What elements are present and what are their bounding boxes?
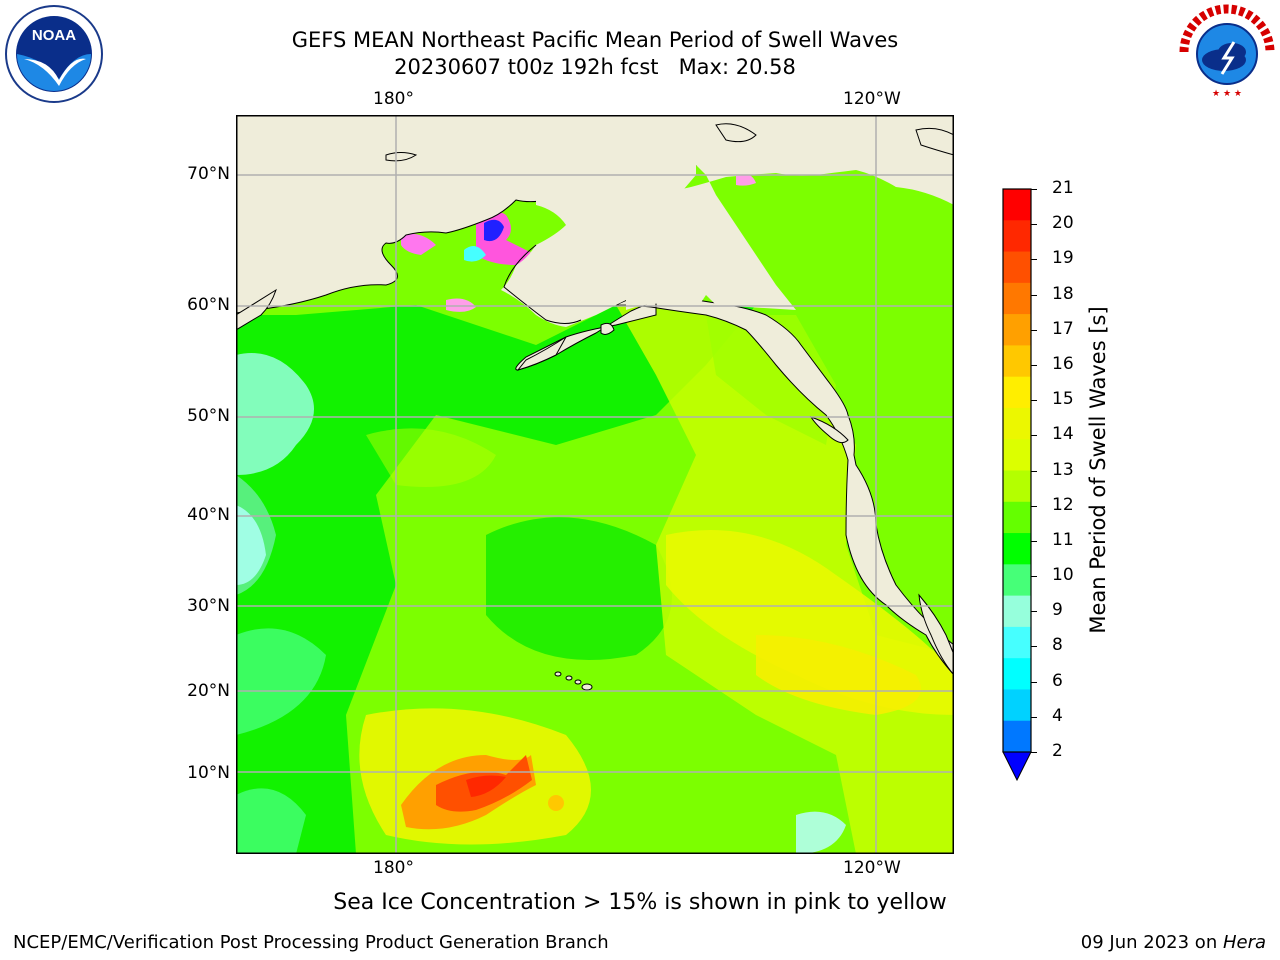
colorbar-tick-mark	[1031, 646, 1037, 648]
colorbar-label: Mean Period of Swell Waves [s]	[1086, 306, 1110, 634]
colorbar-tick-mark	[1031, 329, 1037, 331]
colorbar-bin	[1003, 282, 1031, 315]
colorbar-tick-mark	[1031, 752, 1037, 753]
colorbar-tick-mark	[1031, 716, 1037, 718]
colorbar-tick-label: 21	[1052, 178, 1074, 198]
colorbar-tick-mark	[1031, 505, 1037, 507]
colorbar-tick-label: 2	[1052, 741, 1063, 761]
colorbar-bin	[1003, 189, 1031, 221]
colorbar-tick-label: 13	[1052, 459, 1074, 480]
colorbar-tick-label: 18	[1052, 283, 1074, 304]
colorbar-tick-mark	[1031, 435, 1037, 437]
colorbar-bin	[1003, 720, 1031, 753]
colorbar-tick-mark	[1031, 681, 1037, 683]
colorbar-tick-label: 10	[1052, 565, 1074, 586]
colorbar-tick-label: 8	[1052, 635, 1063, 656]
colorbar-bin	[1003, 376, 1031, 409]
footer-date: 09 Jun 2023 on	[1080, 932, 1223, 953]
sea-ice-caption: Sea Ice Concentration > 15% is shown in …	[333, 890, 947, 915]
colorbar-bin	[1003, 564, 1031, 597]
colorbar-tick-mark	[1031, 189, 1037, 190]
colorbar-bin	[1003, 533, 1031, 565]
colorbar-bin	[1003, 439, 1031, 471]
colorbar-tick-mark	[1031, 294, 1037, 296]
colorbar-bin	[1003, 314, 1031, 346]
colorbar-tick-label: 11	[1052, 529, 1074, 550]
footer-host: Hera	[1222, 932, 1266, 953]
colorbar-tick-label: 20	[1052, 213, 1074, 234]
footer-left: NCEP/EMC/Verification Post Processing Pr…	[13, 932, 609, 953]
map-plot	[236, 115, 954, 854]
swell-period-field	[236, 305, 954, 854]
colorbar-bin	[1003, 501, 1031, 534]
colorbar-tick-label: 9	[1052, 600, 1063, 621]
colorbar-bin	[1003, 470, 1031, 503]
colorbar-bin	[1003, 595, 1031, 628]
colorbar-tick-label: 19	[1052, 248, 1074, 269]
lat-label-50n: 50°N	[187, 406, 230, 426]
colorbar	[1002, 188, 1032, 782]
lon-label-top-180: 180°	[373, 89, 414, 109]
lat-label-60n: 60°N	[187, 295, 230, 315]
svg-text:NOAA: NOAA	[32, 27, 76, 44]
colorbar-tick-label: 16	[1052, 353, 1074, 374]
svg-text:★ ★ ★: ★ ★ ★	[1212, 89, 1242, 99]
graticule	[236, 115, 954, 854]
hawaii-islands	[554, 671, 593, 691]
colorbar-tick-label: 15	[1052, 389, 1074, 410]
colorbar-bin	[1003, 658, 1031, 690]
colorbar-bin	[1003, 220, 1031, 253]
colorbar-tick-mark	[1031, 540, 1037, 542]
colorbar-bin	[1003, 345, 1031, 378]
colorbar-tick-mark	[1031, 611, 1037, 613]
colorbar-tick-mark	[1031, 224, 1037, 226]
colorbar-tick-mark	[1031, 259, 1037, 261]
colorbar-tick-mark	[1031, 364, 1037, 366]
land	[236, 115, 954, 691]
map-title: GEFS MEAN Northeast Pacific Mean Period …	[291, 28, 899, 52]
colorbar-extend-arrow	[1002, 751, 1032, 782]
lat-label-10n: 10°N	[187, 763, 230, 783]
noaa-logo: NOAA	[5, 5, 103, 103]
colorbar-tick-mark	[1031, 470, 1037, 472]
colorbar-bin	[1003, 689, 1031, 722]
lat-label-70n: 70°N	[187, 164, 230, 184]
lon-label-top-120w: 120°W	[843, 89, 901, 109]
colorbar-bin	[1003, 407, 1031, 440]
map-frame	[236, 115, 954, 854]
colorbar-bin	[1003, 251, 1031, 284]
colorbar-bin	[1003, 626, 1031, 659]
colorbar-tick-label: 6	[1052, 670, 1063, 691]
colorbar-tick-label: 14	[1052, 424, 1074, 445]
colorbar-tick-mark	[1031, 400, 1037, 402]
footer-right: 09 Jun 2023 on Hera	[1081, 932, 1266, 953]
lon-label-bottom-180: 180°	[373, 858, 414, 878]
lon-label-bottom-120w: 120°W	[843, 858, 901, 878]
map-subtitle: 20230607 t00z 192h fcst Max: 20.58	[394, 55, 796, 79]
colorbar-tick-label: 17	[1052, 318, 1074, 339]
colorbar-tick-label: 4	[1052, 705, 1063, 726]
lat-label-20n: 20°N	[187, 681, 230, 701]
lat-label-30n: 30°N	[187, 596, 230, 616]
lat-label-40n: 40°N	[187, 505, 230, 525]
colorbar-tick-label: 12	[1052, 494, 1074, 515]
nws-logo: ★ ★ ★	[1179, 4, 1275, 99]
colorbar-tick-mark	[1031, 576, 1037, 578]
